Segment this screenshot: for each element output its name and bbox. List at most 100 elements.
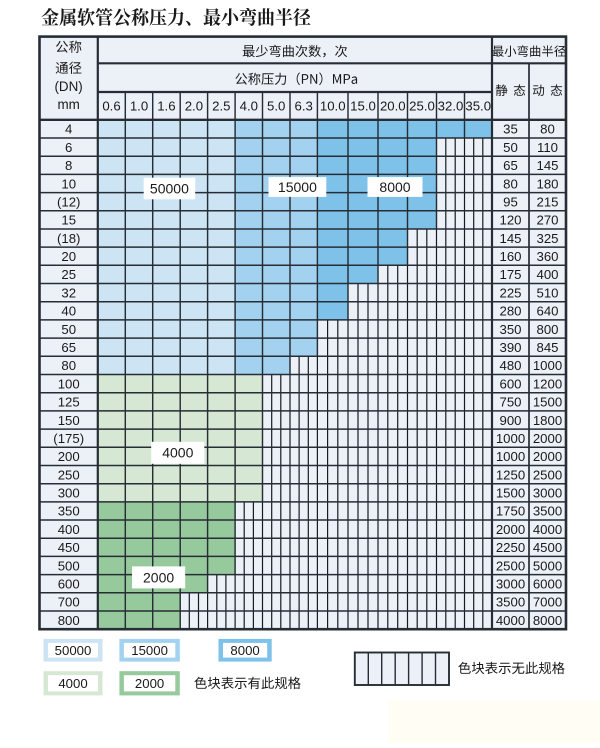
- svg-text:1750: 1750: [496, 504, 525, 519]
- svg-text:120: 120: [499, 213, 521, 228]
- svg-text:1500: 1500: [533, 395, 562, 410]
- svg-text:2.0: 2.0: [185, 99, 203, 114]
- svg-text:80: 80: [540, 122, 555, 137]
- svg-text:35.0: 35.0: [465, 99, 491, 114]
- svg-text:50000: 50000: [150, 180, 189, 196]
- svg-text:600: 600: [58, 577, 80, 592]
- svg-text:2000: 2000: [533, 431, 562, 446]
- svg-text:5.0: 5.0: [267, 99, 285, 114]
- svg-text:2500: 2500: [533, 467, 562, 482]
- svg-text:7000: 7000: [533, 595, 562, 610]
- svg-text:3000: 3000: [496, 577, 525, 592]
- svg-text:215: 215: [536, 195, 558, 210]
- svg-text:600: 600: [499, 376, 521, 391]
- svg-text:(175): (175): [53, 431, 84, 446]
- svg-text:15000: 15000: [278, 179, 317, 195]
- svg-text:8000: 8000: [379, 179, 410, 195]
- svg-text:250: 250: [58, 467, 80, 482]
- svg-text:4000: 4000: [496, 613, 525, 628]
- svg-text:270: 270: [536, 213, 558, 228]
- svg-text:4.0: 4.0: [240, 99, 258, 114]
- svg-text:145: 145: [536, 158, 558, 173]
- svg-text:20: 20: [61, 249, 76, 264]
- svg-text:(18): (18): [57, 231, 80, 246]
- svg-text:700: 700: [58, 595, 80, 610]
- svg-text:50: 50: [61, 322, 76, 337]
- svg-text:(DN): (DN): [54, 79, 82, 94]
- svg-text:80: 80: [503, 176, 518, 191]
- svg-text:150: 150: [58, 413, 80, 428]
- svg-text:1.6: 1.6: [157, 99, 175, 114]
- svg-text:845: 845: [536, 340, 558, 355]
- svg-text:900: 900: [499, 413, 521, 428]
- svg-text:6: 6: [65, 140, 72, 155]
- svg-text:2000: 2000: [533, 449, 562, 464]
- svg-text:6.3: 6.3: [295, 99, 313, 114]
- svg-text:15000: 15000: [131, 643, 168, 658]
- svg-text:400: 400: [58, 522, 80, 537]
- svg-text:2.5: 2.5: [212, 99, 230, 114]
- svg-text:25.0: 25.0: [409, 99, 435, 114]
- svg-text:280: 280: [499, 304, 521, 319]
- svg-text:8000: 8000: [533, 613, 562, 628]
- svg-text:32.0: 32.0: [438, 99, 464, 114]
- svg-text:65: 65: [503, 158, 518, 173]
- svg-text:3500: 3500: [533, 504, 562, 519]
- svg-text:4500: 4500: [533, 540, 562, 555]
- svg-text:800: 800: [58, 613, 80, 628]
- svg-text:1500: 1500: [496, 486, 525, 501]
- svg-text:4000: 4000: [162, 445, 193, 461]
- svg-text:500: 500: [58, 558, 80, 573]
- svg-text:200: 200: [58, 449, 80, 464]
- svg-text:50000: 50000: [55, 643, 92, 658]
- svg-text:350: 350: [58, 504, 80, 519]
- svg-text:225: 225: [499, 285, 521, 300]
- svg-text:mm: mm: [57, 97, 79, 112]
- svg-text:180: 180: [536, 176, 558, 191]
- svg-text:400: 400: [536, 267, 558, 282]
- svg-text:1000: 1000: [496, 431, 525, 446]
- svg-text:8000: 8000: [230, 643, 259, 658]
- svg-text:1800: 1800: [533, 413, 562, 428]
- svg-text:15.0: 15.0: [350, 99, 376, 114]
- svg-text:510: 510: [536, 285, 558, 300]
- svg-text:1200: 1200: [533, 376, 562, 391]
- svg-text:1.0: 1.0: [130, 99, 148, 114]
- svg-text:2000: 2000: [135, 676, 164, 691]
- svg-text:390: 390: [499, 340, 521, 355]
- svg-text:750: 750: [499, 395, 521, 410]
- svg-text:2000: 2000: [496, 522, 525, 537]
- svg-text:800: 800: [536, 322, 558, 337]
- svg-text:(12): (12): [57, 195, 80, 210]
- svg-text:100: 100: [58, 376, 80, 391]
- svg-text:640: 640: [536, 304, 558, 319]
- svg-text:25: 25: [61, 267, 76, 282]
- svg-text:160: 160: [499, 249, 521, 264]
- svg-text:110: 110: [537, 140, 558, 155]
- svg-text:6000: 6000: [533, 577, 562, 592]
- svg-text:325: 325: [536, 231, 558, 246]
- svg-text:360: 360: [536, 249, 558, 264]
- svg-text:32: 32: [61, 285, 76, 300]
- svg-text:0.6: 0.6: [102, 99, 120, 114]
- svg-text:175: 175: [499, 267, 521, 282]
- svg-text:35: 35: [503, 122, 518, 137]
- svg-text:4000: 4000: [58, 676, 87, 691]
- svg-text:450: 450: [58, 540, 80, 555]
- svg-text:40: 40: [61, 304, 76, 319]
- svg-text:2000: 2000: [143, 569, 174, 585]
- svg-text:10: 10: [61, 176, 76, 191]
- svg-text:8: 8: [65, 158, 72, 173]
- svg-text:10.0: 10.0: [320, 99, 346, 114]
- svg-text:480: 480: [499, 358, 521, 373]
- svg-text:3000: 3000: [533, 486, 562, 501]
- svg-text:95: 95: [503, 195, 518, 210]
- svg-text:4: 4: [65, 122, 72, 137]
- svg-text:3500: 3500: [496, 595, 525, 610]
- svg-text:300: 300: [58, 486, 80, 501]
- svg-text:350: 350: [499, 322, 521, 337]
- svg-text:4000: 4000: [533, 522, 562, 537]
- svg-text:20.0: 20.0: [380, 99, 406, 114]
- svg-text:50: 50: [503, 140, 518, 155]
- svg-text:2500: 2500: [496, 558, 525, 573]
